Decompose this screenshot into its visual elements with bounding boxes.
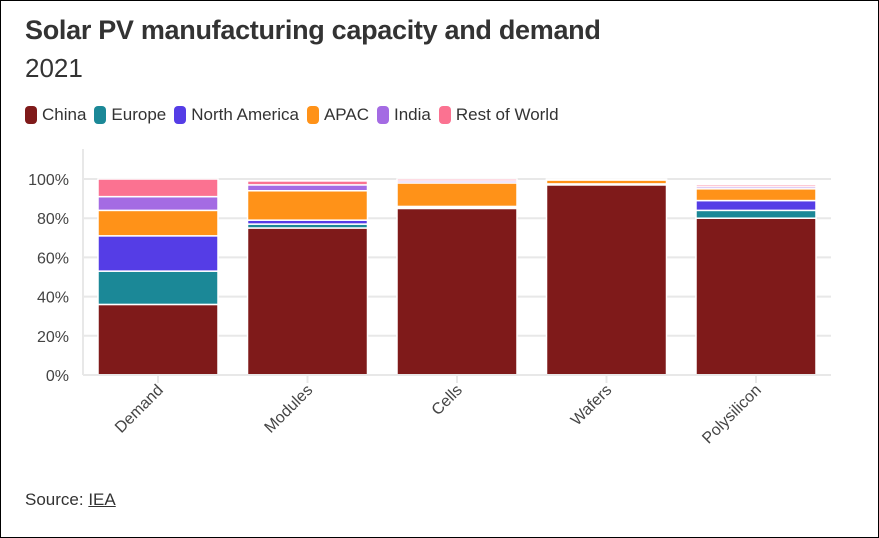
x-tick-label: Modules: [262, 382, 317, 437]
bar-segment-apac[interactable]: [97, 209, 219, 237]
bar-segment-rest-of-world[interactable]: [246, 180, 369, 186]
bar-segment-china[interactable]: [246, 227, 369, 376]
legend-swatch-rest-of-world: [438, 106, 451, 124]
legend-label: North America: [191, 105, 299, 124]
y-tick-label: 40%: [37, 290, 69, 307]
bar-segment-rest-of-world[interactable]: [695, 184, 817, 188]
bar-stack-demand: [97, 178, 219, 376]
bar-segment-north-america[interactable]: [97, 235, 219, 272]
x-axis: Demand Modules Cells Wafers Polysilicon: [83, 374, 831, 447]
legend-item-north-america[interactable]: North America: [174, 105, 299, 125]
source-note: Source: IEA: [25, 490, 116, 510]
legend-label: India: [394, 105, 431, 124]
legend-swatch-china: [25, 106, 37, 124]
y-tick-label: 60%: [37, 250, 69, 267]
bar-stack-polysilicon: [695, 184, 817, 376]
y-tick-label: 100%: [28, 172, 69, 189]
x-tick-label: Wafers: [568, 382, 615, 429]
bar-segment-apac[interactable]: [246, 190, 369, 221]
bar-segment-india[interactable]: [246, 184, 369, 192]
bar-segment-north-america[interactable]: [695, 199, 817, 212]
bar-segment-china[interactable]: [97, 303, 219, 376]
legend-label: Rest of World: [455, 105, 559, 124]
bar-stack-cells: [396, 178, 518, 376]
legend-swatch-europe: [94, 106, 107, 124]
bar-segment-europe[interactable]: [97, 270, 219, 306]
chart-title: Solar PV manufacturing capacity and dema…: [25, 15, 601, 45]
legend-label: Europe: [111, 105, 167, 124]
legend-label: APAC: [323, 105, 369, 124]
bar-segment-rest-of-world[interactable]: [396, 178, 518, 182]
legend-item-india[interactable]: India: [377, 105, 431, 125]
legend-item-apac[interactable]: APAC: [306, 105, 369, 125]
bar-segment-rest-of-world[interactable]: [545, 178, 668, 181]
bars: [97, 178, 817, 376]
bar-stack-wafers: [545, 178, 668, 376]
legend-swatch-apac: [306, 106, 319, 124]
y-axis: 0% 20% 40% 60% 80% 100%: [28, 149, 84, 385]
bar-stack-modules: [246, 180, 369, 376]
source-link[interactable]: IEA: [88, 490, 116, 509]
y-tick-label: 80%: [37, 211, 69, 228]
source-label: Source:: [25, 490, 84, 509]
bar-segment-apac[interactable]: [396, 182, 518, 208]
legend-item-china[interactable]: China: [25, 105, 86, 125]
legend-item-rest-of-world[interactable]: Rest of World: [438, 105, 559, 125]
chart-subtitle: 2021: [25, 53, 83, 83]
legend: China Europe North America APAC India Re…: [25, 105, 567, 125]
legend-item-europe[interactable]: Europe: [94, 105, 166, 125]
bar-segment-china[interactable]: [695, 217, 817, 376]
bar-segment-china[interactable]: [545, 184, 668, 376]
legend-swatch-india: [377, 106, 389, 124]
x-tick-label: Cells: [429, 382, 466, 419]
legend-swatch-north-america: [174, 106, 187, 124]
bar-segment-china[interactable]: [396, 207, 518, 376]
bar-segment-apac[interactable]: [695, 188, 817, 202]
bar-segment-europe[interactable]: [695, 209, 817, 219]
y-tick-label: 0%: [46, 368, 69, 385]
legend-label: China: [42, 105, 87, 124]
y-tick-label: 20%: [37, 329, 69, 346]
x-tick-label: Polysilicon: [699, 382, 764, 447]
x-tick-label: Demand: [112, 382, 167, 437]
bar-segment-rest-of-world[interactable]: [97, 178, 219, 198]
bar-segment-india[interactable]: [97, 195, 219, 212]
